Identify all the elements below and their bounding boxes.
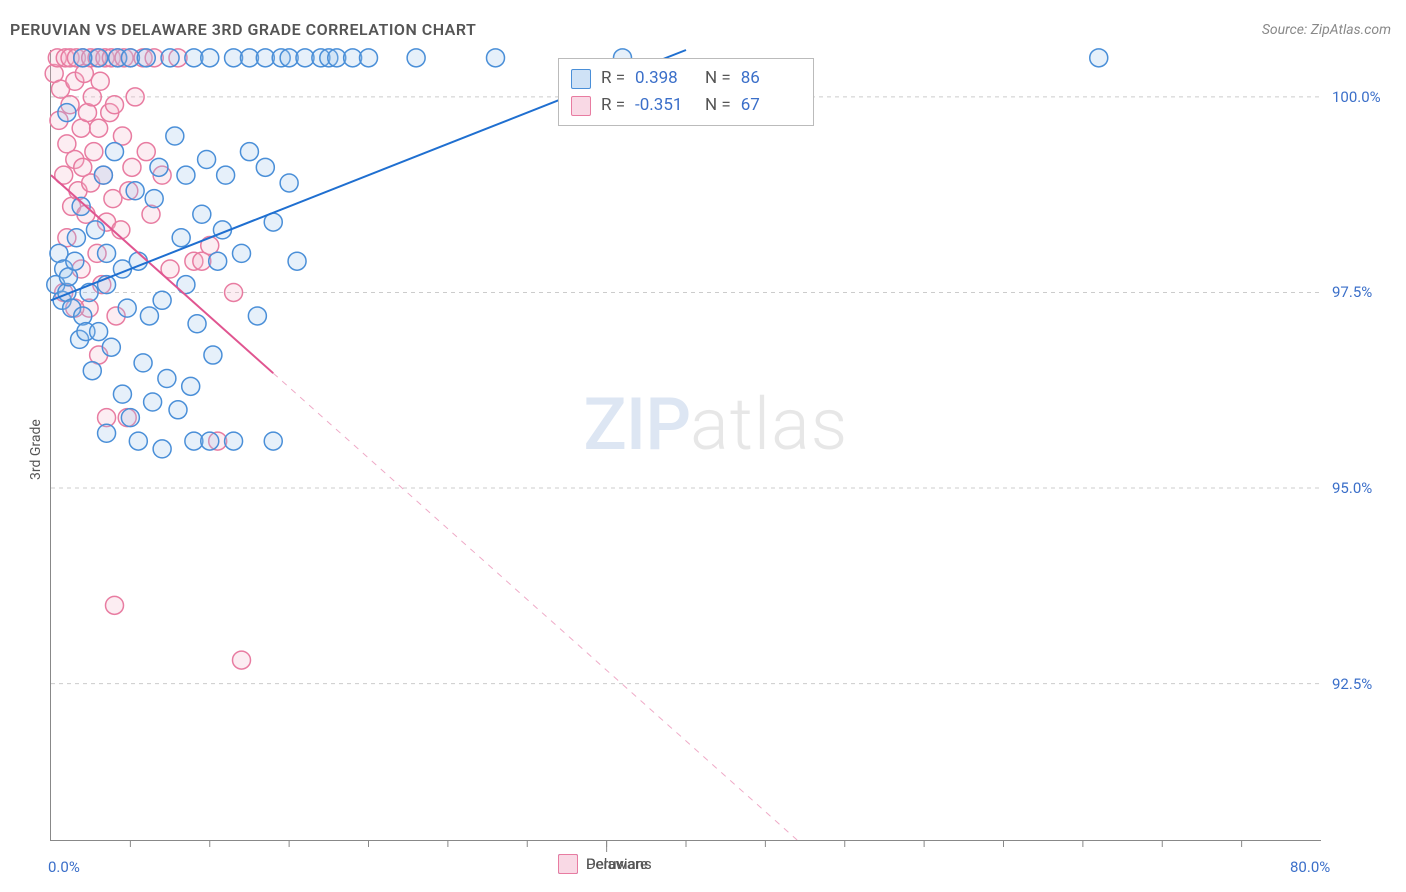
data-point-peruvians [201,49,219,67]
data-point-delaware [106,96,124,114]
data-point-peruvians [150,158,168,176]
data-point-peruvians [201,432,219,450]
data-point-delaware [123,158,141,176]
xtick-label-min: 0.0% [48,858,80,876]
data-point-peruvians [217,166,235,184]
data-point-peruvians [177,166,195,184]
data-point-peruvians [134,354,152,372]
data-point-peruvians [256,158,274,176]
data-point-peruvians [90,323,108,341]
stats-row: R = 0.398 N = 86 [571,65,801,92]
data-point-peruvians [198,151,216,169]
data-point-peruvians [209,252,227,270]
data-point-peruvians [158,370,176,388]
data-point-peruvians [248,307,266,325]
data-point-peruvians [188,315,206,333]
trendline-delaware-extrapolated [273,373,797,840]
stats-n-label: N = [705,65,731,92]
scatter-plot [50,50,1321,841]
stats-n-value: 86 [741,65,801,92]
data-point-peruvians [144,393,162,411]
data-point-peruvians [182,377,200,395]
data-point-peruvians [225,432,243,450]
stats-row: R = -0.351 N = 67 [571,92,801,119]
data-point-delaware [225,283,243,301]
chart-container: { "title": "PERUVIAN VS DELAWARE 3RD GRA… [0,0,1406,892]
data-point-peruvians [193,205,211,223]
data-point-peruvians [145,190,163,208]
data-point-delaware [91,72,109,90]
data-point-delaware [142,205,160,223]
data-point-peruvians [121,409,139,427]
data-point-peruvians [126,182,144,200]
data-point-delaware [85,143,103,161]
xtick-label-max: 80.0% [1290,858,1330,876]
stats-r-value: 0.398 [635,65,695,92]
data-point-peruvians [66,252,84,270]
data-point-peruvians [153,440,171,458]
data-point-peruvians [240,143,258,161]
stats-n-value: 67 [741,92,801,119]
stats-r-value: -0.351 [635,92,695,119]
data-point-peruvians [106,143,124,161]
ytick-label: 100.0% [1332,88,1381,106]
data-point-peruvians [98,244,116,262]
legend-swatch [558,854,578,874]
data-point-peruvians [360,49,378,67]
data-point-delaware [233,651,251,669]
data-point-peruvians [86,221,104,239]
legend-swatch [571,96,591,116]
correlation-stats-box: R = 0.398 N = 86 R = -0.351 N = 67 [558,58,814,126]
legend-label: Delaware [586,855,648,873]
ytick-label: 97.5% [1332,283,1372,301]
data-point-peruvians [288,252,306,270]
data-point-peruvians [487,49,505,67]
data-point-peruvians [172,229,190,247]
data-point-peruvians [67,229,85,247]
stats-n-label: N = [705,92,731,119]
data-point-peruvians [94,166,112,184]
data-point-delaware [137,143,155,161]
data-point-peruvians [169,401,187,419]
data-point-peruvians [74,49,92,67]
stats-r-label: R = [601,92,625,119]
chart-title: PERUVIAN VS DELAWARE 3RD GRADE CORRELATI… [10,20,476,39]
data-point-peruvians [113,385,131,403]
ytick-label: 92.5% [1332,675,1372,693]
data-point-peruvians [166,127,184,145]
data-point-delaware [90,119,108,137]
data-point-peruvians [161,49,179,67]
ytick-label: 95.0% [1332,479,1372,497]
data-point-peruvians [204,346,222,364]
data-point-peruvians [1090,49,1108,67]
source-label: Source: ZipAtlas.com [1262,22,1391,38]
data-point-peruvians [118,299,136,317]
data-point-peruvians [98,424,116,442]
y-axis-label: 3rd Grade [28,419,44,480]
data-point-peruvians [74,307,92,325]
data-point-peruvians [407,49,425,67]
data-point-peruvians [153,291,171,309]
data-point-peruvians [264,432,282,450]
legend-item: Delaware [558,854,648,874]
data-point-peruvians [58,104,76,122]
stats-r-label: R = [601,65,625,92]
data-point-peruvians [83,362,101,380]
data-point-delaware [126,88,144,106]
data-point-peruvians [280,174,298,192]
data-point-peruvians [233,244,251,262]
legend-swatch [571,69,591,89]
data-point-delaware [106,596,124,614]
data-point-peruvians [140,307,158,325]
data-point-peruvians [129,432,147,450]
data-point-peruvians [137,49,155,67]
data-point-peruvians [102,338,120,356]
